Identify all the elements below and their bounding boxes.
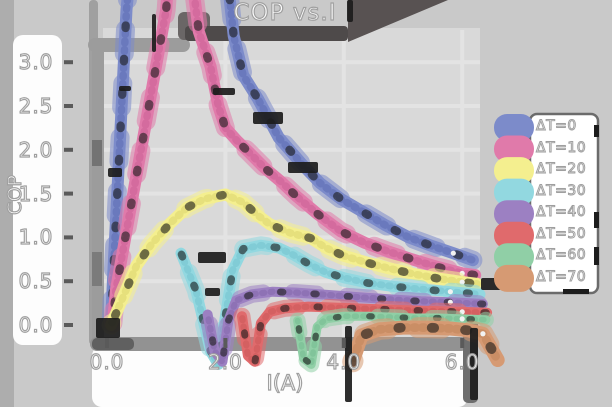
legend-label: ΔT=30 [536,182,587,199]
legend-label: ΔT=20 [536,161,587,178]
y-tick [64,104,73,108]
legend-label: ΔT=60 [536,247,587,264]
ink-splotch [345,326,352,402]
series-ΔT=30 [177,241,484,369]
y-tick-label: 1.5 [18,181,54,206]
x-tick-label: 0.0 [89,349,125,374]
series-ΔT=40 [204,288,487,366]
ink-splotch [205,288,220,296]
series-ΔT=0 [106,0,478,328]
y-tick [64,147,73,152]
legend-swatch-ΔT=40 [494,200,534,228]
y-tick-label: 1.0 [18,225,54,250]
y-tick-label: 2.0 [18,137,54,162]
legend-swatch-ΔT=30 [494,178,534,206]
x-axis-label: I(A) [266,370,304,395]
x-tick [105,338,109,348]
x-tick [341,338,346,348]
ink-splotch [470,328,478,400]
y-tick-label: 0.5 [18,269,54,294]
legend-swatch-ΔT=10 [494,135,534,163]
ink-splotch [347,0,353,22]
series-end-pinch [480,331,486,337]
legend-label: ΔT=40 [536,204,587,221]
ink-splotch [253,112,283,124]
legend-label: ΔT=0 [536,118,577,135]
gridline-h [103,279,480,284]
left-spine-blotch [92,140,102,166]
legend-swatch-ΔT=50 [494,221,534,249]
ink-splotch [152,14,156,52]
ink-splotch [108,168,122,177]
y-tick-chip [13,35,62,345]
y-tick [64,323,73,327]
legend-swatch-ΔT=70 [494,264,534,292]
legend-label: ΔT=70 [536,268,587,285]
gridline-v [341,30,346,337]
top-spine-left [88,38,190,52]
gridline-v [223,30,228,337]
series-end-pinch [450,250,456,256]
y-tick [64,235,73,240]
left-spine-blotch [92,252,102,286]
top-spine-dark [185,26,348,41]
left-edge-shadow [0,0,14,407]
legend-notch [594,212,599,228]
y-tick-label: 3.0 [18,50,54,75]
series-ΔT=20 [106,190,482,330]
ink-splotches [96,0,501,402]
x-tick-label: 2.0 [207,349,243,374]
tick-marks [64,60,465,348]
y-tick [64,279,73,284]
x-tick [223,338,228,348]
legend-label: ΔT=10 [536,139,587,156]
ink-splotch [119,86,131,91]
series-end-pinch [459,316,465,322]
x-tick-label: 4.0 [326,349,362,374]
x-tick-chip [92,346,468,407]
y-tick [64,60,73,65]
legend-label: ΔT=50 [536,225,587,242]
y-tick [64,191,73,196]
x-tick [460,338,465,348]
legend-notch [594,125,599,137]
legend-swatches [494,114,534,292]
bottom-spine-blotch [92,338,134,350]
y-tick-label: 2.5 [18,93,54,118]
series-ΔT=50 [238,303,491,366]
ink-splotch [198,252,226,263]
legend-swatch-ΔT=0 [494,114,534,141]
legend-box [494,112,600,295]
top-ink-wedge [348,0,448,42]
series-end-pinch [459,279,465,285]
left-spine [92,40,104,342]
series-ΔT=10 [109,0,479,327]
bottom-spine [90,337,468,351]
legend-swatch-ΔT=20 [494,157,534,185]
series-ΔT=60 [294,313,490,368]
y-tick-label: 0.0 [18,312,54,337]
gridline-v [460,30,465,337]
ink-splotch [213,88,235,95]
chart-title: COP vs.I [233,0,337,27]
ink-splotch [96,318,120,338]
ink-splotch [288,162,318,173]
series-end-pinch [447,289,453,295]
legend-notch [563,289,589,294]
gridline-h [103,60,480,65]
x-tick-label: 6.0 [444,349,480,374]
legend-swatch-ΔT=60 [494,243,534,271]
legend-notch [594,247,599,265]
series-ΔT=70 [347,322,503,367]
gridline-h [103,104,480,108]
